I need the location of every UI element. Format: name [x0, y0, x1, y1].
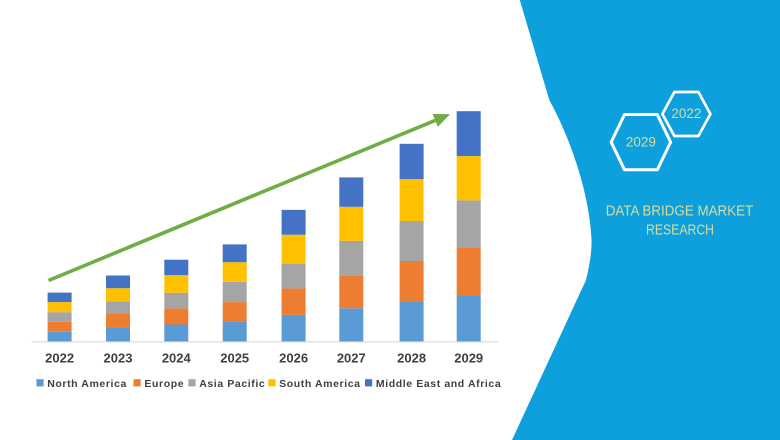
svg-text:North America: North America [47, 378, 127, 390]
svg-text:2029: 2029 [454, 351, 483, 366]
svg-text:2024: 2024 [162, 351, 192, 366]
svg-text:2023: 2023 [104, 351, 133, 366]
svg-text:Europe: Europe [144, 378, 184, 390]
svg-text:2028: 2028 [397, 351, 426, 366]
svg-text:2026: 2026 [279, 351, 308, 366]
svg-text:2025: 2025 [220, 351, 249, 366]
svg-text:South America: South America [279, 378, 361, 390]
svg-text:2027: 2027 [337, 351, 366, 366]
svg-text:2022: 2022 [671, 106, 701, 121]
svg-text:Asia Pacific: Asia Pacific [199, 378, 265, 390]
svg-text:2022: 2022 [45, 351, 74, 366]
svg-text:Middle East and Africa: Middle East and Africa [376, 378, 501, 390]
svg-text:2029: 2029 [626, 135, 656, 150]
svg-text:RESEARCH: RESEARCH [646, 222, 714, 239]
svg-text:DATA BRIDGE MARKET: DATA BRIDGE MARKET [606, 203, 754, 220]
